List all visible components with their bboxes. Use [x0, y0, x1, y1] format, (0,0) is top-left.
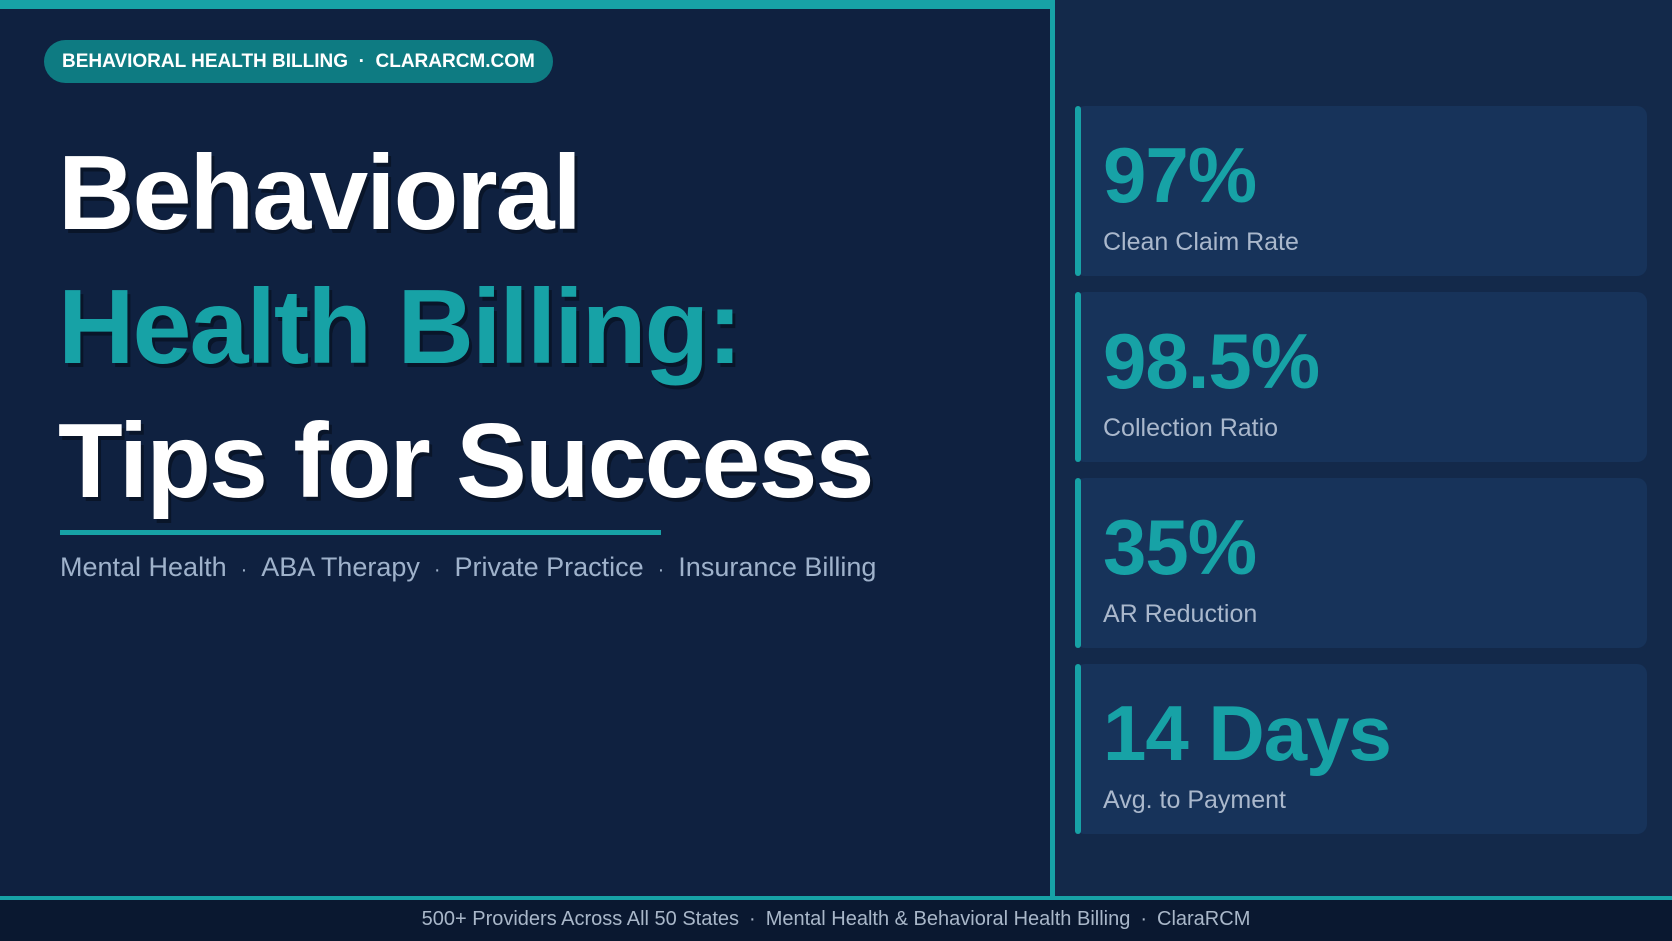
card-edge: [1075, 106, 1081, 276]
stat-card: 98.5% Collection Ratio: [1075, 292, 1647, 462]
separator: ·: [1140, 908, 1148, 930]
card-edge: [1075, 478, 1081, 648]
footer: 500+ Providers Across All 50 States · Ment…: [0, 900, 1672, 941]
stat-label: Collection Ratio: [1103, 414, 1279, 442]
stat-value: 35%: [1103, 503, 1257, 591]
footer-item: Mental Health & Behavioral Health Billin…: [765, 908, 1131, 930]
stat-label: Avg. to Payment: [1103, 786, 1286, 814]
tags: Mental Health · ABA Therapy · Private Practi…: [60, 552, 876, 583]
separator: ·: [240, 559, 248, 581]
stat-value: 97%: [1103, 131, 1257, 219]
tag: Mental Health: [60, 552, 227, 582]
tag: ABA Therapy: [261, 552, 420, 582]
top-bar: [0, 0, 1052, 9]
separator: ·: [749, 908, 756, 930]
separator: ·: [433, 559, 441, 581]
title-line: Behavioral: [58, 134, 582, 252]
title-line: Tips for Success: [58, 402, 874, 520]
card-edge: [1075, 664, 1081, 834]
stat-card: 14 Days Avg. to Payment: [1075, 664, 1647, 834]
underline: [60, 530, 661, 535]
badge: BEHAVIORAL HEALTH BILLING · CLARARCM.COM: [44, 40, 553, 83]
stat-card: 97% Clean Claim Rate: [1075, 106, 1647, 276]
footer-item: ClaraRCM: [1157, 908, 1251, 930]
tag: Insurance Billing: [678, 552, 877, 582]
stat-value: 98.5%: [1103, 317, 1320, 405]
footer-line: [0, 896, 1672, 900]
stat-label: AR Reduction: [1103, 600, 1258, 628]
separator: ·: [657, 559, 665, 581]
stat-card: 35% AR Reduction: [1075, 478, 1647, 648]
footer-item: 500+ Providers Across All 50 States: [421, 908, 740, 930]
title-line: Health Billing:: [58, 268, 743, 386]
tag: Private Practice: [454, 552, 644, 582]
card-edge: [1075, 292, 1081, 462]
divider: [1050, 0, 1055, 897]
stat-value: 14 Days: [1103, 689, 1392, 777]
stat-label: Clean Claim Rate: [1103, 228, 1299, 256]
